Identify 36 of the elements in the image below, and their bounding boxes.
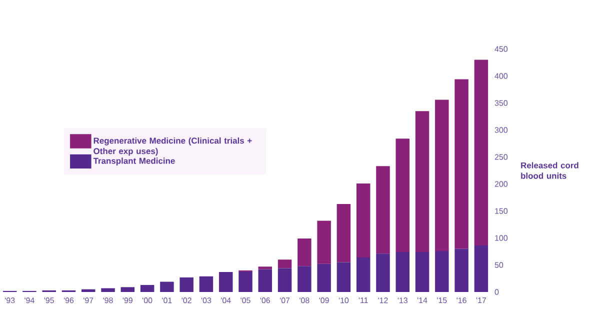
bar: [317, 264, 331, 292]
bar: [258, 269, 272, 292]
bar: [454, 79, 468, 249]
legend-label: Regenerative Medicine (Clinical trials + Other exp uses): [94, 137, 252, 156]
y-axis-title: Released cord blood units: [521, 162, 578, 179]
bar: [298, 238, 312, 266]
bar: [278, 260, 292, 268]
bar: [396, 252, 410, 292]
bar: [160, 282, 174, 292]
bar: [376, 166, 390, 254]
bar: [356, 183, 370, 258]
bar: [356, 257, 370, 292]
bar: [415, 252, 430, 292]
bar: [218, 272, 233, 292]
bar: [317, 220, 331, 264]
bar: [258, 266, 272, 270]
bar: [278, 268, 292, 292]
bar: [82, 289, 96, 292]
bar: [199, 276, 214, 292]
bar: [474, 60, 488, 246]
bar: [238, 271, 252, 292]
bar: [140, 284, 154, 292]
legend-label: Transplant Medicine: [93, 158, 175, 166]
bar: [336, 204, 351, 262]
bar: [474, 246, 488, 292]
bar: [298, 266, 312, 292]
bar: [435, 100, 449, 251]
bar: [376, 254, 390, 292]
bar: [180, 277, 194, 292]
bar: [396, 138, 410, 252]
bar: [336, 262, 351, 292]
bar: [415, 111, 430, 252]
bar: [101, 288, 115, 292]
bar: [120, 287, 135, 292]
bar: [435, 250, 449, 292]
bar: [454, 248, 468, 292]
